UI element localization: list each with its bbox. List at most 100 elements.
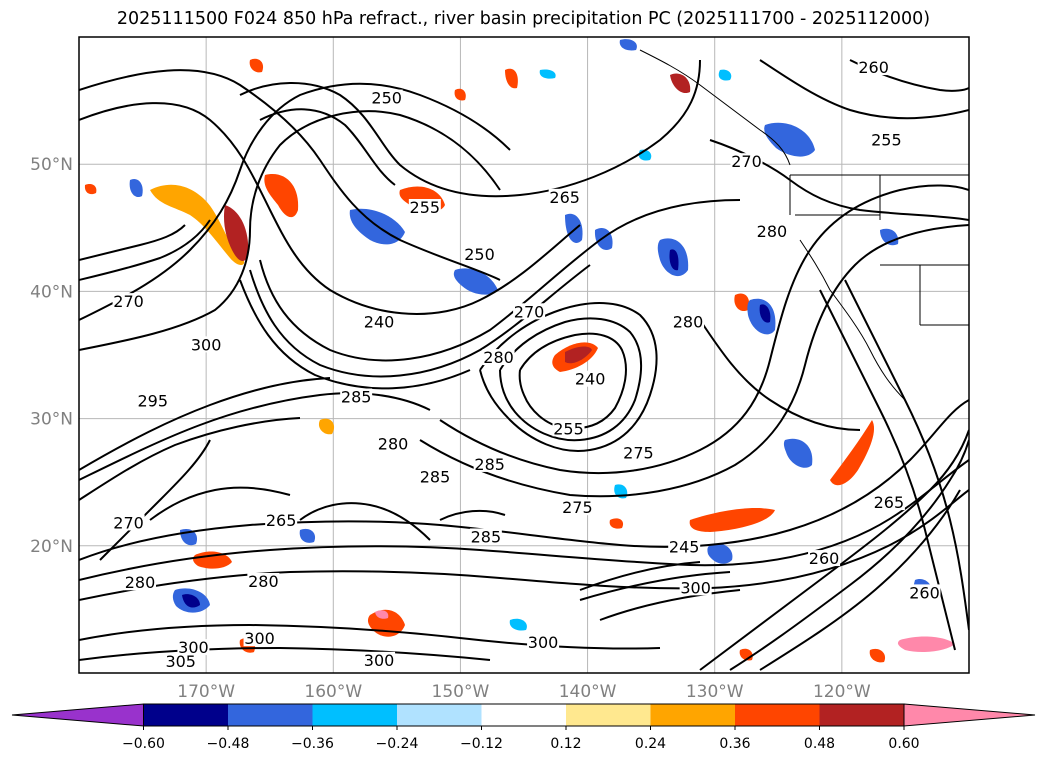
contour-label: 300 xyxy=(244,629,275,648)
lat-tick-label: 20°N xyxy=(30,537,73,557)
contour-label-bg xyxy=(908,584,941,601)
contour-label: 285 xyxy=(420,468,451,487)
colorbar-segment xyxy=(819,704,904,726)
colorbar-tick-label: −0.48 xyxy=(207,736,250,752)
contour-label: 280 xyxy=(125,573,156,592)
colorbar-segment xyxy=(228,704,313,726)
contour-label-bg xyxy=(340,388,373,405)
colorbar-tick-label: −0.60 xyxy=(122,736,165,752)
contour-label: 255 xyxy=(553,419,584,438)
colorbar-tick-label: −0.12 xyxy=(460,736,503,752)
contour-label-bg xyxy=(872,494,905,511)
lon-tick-label: 140°W xyxy=(559,682,617,702)
contour-label-bg xyxy=(112,514,145,531)
colorbar-tick-label: 0.36 xyxy=(719,736,750,752)
contour-label-bg xyxy=(808,550,841,567)
contour-label-bg xyxy=(177,639,210,656)
contour-label: 280 xyxy=(483,348,514,367)
contour-label: 305 xyxy=(165,652,196,671)
lon-tick-label: 160°W xyxy=(304,682,362,702)
contour-label-bg xyxy=(672,313,705,330)
contour-label-bg xyxy=(857,59,890,76)
contour-label: 265 xyxy=(266,511,297,530)
contour-label: 285 xyxy=(341,388,372,407)
lon-tick-label: 130°W xyxy=(686,682,744,702)
lon-tick-label: 170°W xyxy=(177,682,235,702)
latitude-ticks: 50°N 40°N 30°N 20°N xyxy=(30,155,73,557)
contour-label-bg xyxy=(574,370,607,387)
colorbar-outline xyxy=(143,703,905,727)
contour-label: 260 xyxy=(909,583,940,602)
contour-label-bg xyxy=(408,198,441,215)
contour-label-bg xyxy=(190,336,223,353)
contour-label-bg xyxy=(870,131,903,148)
contour-labels: 250 255 250 265 270 280 260 255 240 270 280 280 270 3… xyxy=(112,58,941,671)
contour-label: 265 xyxy=(549,188,580,207)
contour-label: 250 xyxy=(371,89,402,108)
contour-label: 260 xyxy=(858,58,889,77)
lat-tick-label: 40°N xyxy=(30,282,73,302)
contour-label: 300 xyxy=(191,335,222,354)
contour-label-bg xyxy=(124,574,157,591)
contour-label-bg xyxy=(363,651,396,668)
chart-title: 2025111500 F024 850 hPa refract., river … xyxy=(116,9,931,29)
contour-label: 270 xyxy=(514,302,545,321)
contour-label-bg xyxy=(548,188,581,205)
coastlines xyxy=(639,49,969,401)
colorbar-tick-label: −0.36 xyxy=(291,736,334,752)
contour-label: 265 xyxy=(874,493,905,512)
colorbar-tick-label: 0.48 xyxy=(804,736,835,752)
colorbar-extend-low xyxy=(11,703,144,727)
colorbar-segment xyxy=(650,704,735,726)
contour-label: 300 xyxy=(364,651,395,670)
contour-label-bg xyxy=(527,634,560,651)
contour-label-bg xyxy=(473,455,506,472)
contour-label: 300 xyxy=(528,633,559,652)
contour-label-bg xyxy=(552,420,585,437)
contour-label-bg xyxy=(668,538,701,555)
contour-label: 300 xyxy=(680,578,711,597)
lon-tick-label: 120°W xyxy=(813,682,871,702)
contour-label-bg xyxy=(561,499,594,516)
contour-label: 285 xyxy=(471,527,502,546)
contour-label-bg xyxy=(164,653,197,670)
contour-label: 255 xyxy=(410,198,441,217)
contour-label: 280 xyxy=(673,312,704,331)
contour-label-bg xyxy=(243,630,276,647)
lat-tick-label: 30°N xyxy=(30,410,73,430)
colorbar-extend-high xyxy=(903,703,1036,727)
contour-label-bg xyxy=(463,246,496,263)
contour-label-bg xyxy=(513,303,546,320)
colorbar-segment xyxy=(397,704,482,726)
contour-label: 300 xyxy=(178,638,209,657)
contour-label-bg xyxy=(370,89,403,106)
contour-label: 280 xyxy=(378,435,409,454)
contour-label: 295 xyxy=(137,391,168,410)
colorbar-tick-label: 0.60 xyxy=(888,736,919,752)
refractivity-contours xyxy=(79,59,969,671)
precip-shading xyxy=(84,39,955,663)
contour-label-bg xyxy=(755,223,788,240)
contour-label-bg xyxy=(482,349,515,366)
colorbar-tick-label: 0.12 xyxy=(550,736,581,752)
contour-label: 270 xyxy=(113,292,144,311)
contour-label-bg xyxy=(363,313,396,330)
colorbar-segment xyxy=(143,704,228,726)
colorbar-segment xyxy=(735,704,820,726)
contour-label: 270 xyxy=(113,513,144,532)
colorbar-segment xyxy=(312,704,397,726)
contour-label-bg xyxy=(377,435,410,452)
contour-label: 270 xyxy=(731,152,762,171)
contour-label: 245 xyxy=(669,538,700,557)
contour-label-bg xyxy=(247,572,280,589)
contour-label: 280 xyxy=(757,222,788,241)
contour-label: 275 xyxy=(562,498,593,517)
lat-tick-label: 50°N xyxy=(30,155,73,175)
contour-label-bg xyxy=(265,511,298,528)
colorbar-tick-label: 0.24 xyxy=(635,736,666,752)
map-area[interactable] xyxy=(79,37,969,673)
colorbar-tick-label: −0.24 xyxy=(376,736,419,752)
contour-label: 240 xyxy=(364,312,395,331)
contour-label: 250 xyxy=(464,245,495,264)
